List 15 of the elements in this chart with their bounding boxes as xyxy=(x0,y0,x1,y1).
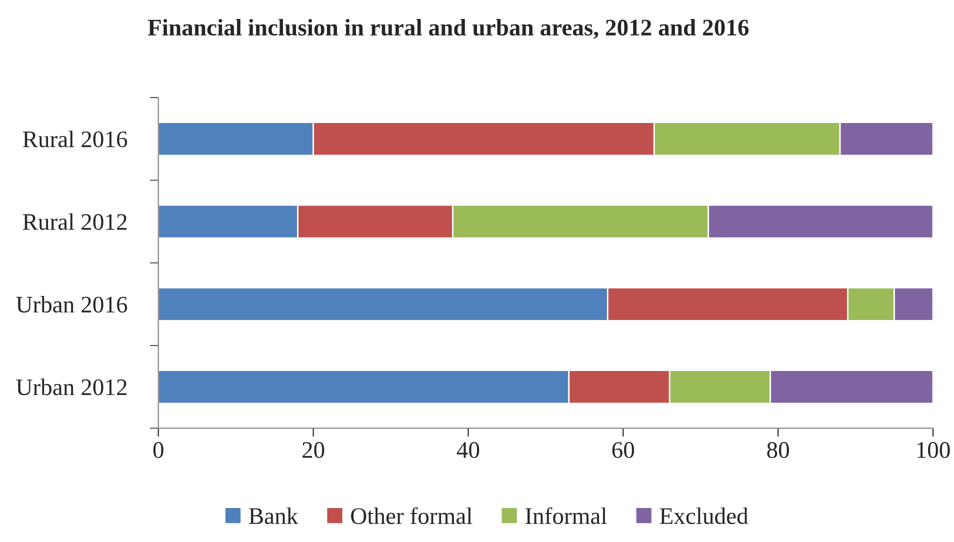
x-tick-label: 20 xyxy=(302,442,324,458)
chart-title: Financial inclusion in rural and urban areas, 2012 and 2016 xyxy=(148,18,749,40)
legend-label: Other formal xyxy=(351,507,472,524)
legend-label: Bank xyxy=(249,507,298,524)
legend-label: Informal xyxy=(526,507,607,524)
x-tick-label: 0 xyxy=(153,442,164,458)
x-tick-label: 60 xyxy=(612,442,634,458)
legend-label: Excluded xyxy=(660,507,748,524)
y-tick-label: Urban 2012 xyxy=(16,378,127,396)
y-tick-label: Rural 2016 xyxy=(22,130,128,148)
x-tick-label: 40 xyxy=(456,442,480,458)
x-tick-label: 80 xyxy=(767,442,789,458)
x-tick-label: 100 xyxy=(917,442,950,458)
y-tick-label: Rural 2012 xyxy=(22,213,127,230)
y-tick-label: Urban 2016 xyxy=(16,296,128,313)
